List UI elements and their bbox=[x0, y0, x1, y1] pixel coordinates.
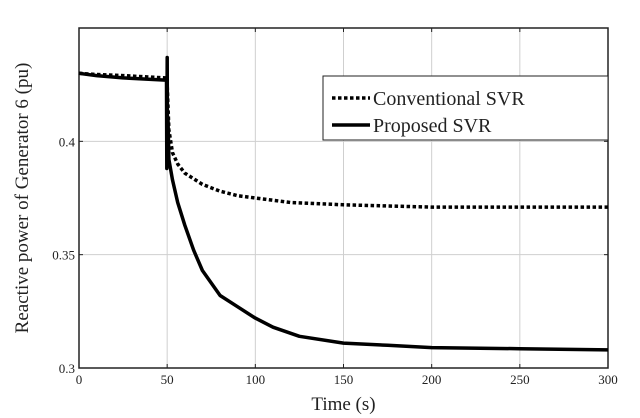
x-tick-label: 50 bbox=[161, 372, 174, 387]
x-axis-label: Time (s) bbox=[311, 394, 375, 415]
x-tick-label: 150 bbox=[334, 372, 354, 387]
x-tick-label: 300 bbox=[598, 372, 618, 387]
x-tick-label: 200 bbox=[422, 372, 442, 387]
x-tick-label: 100 bbox=[246, 372, 266, 387]
y-tick-label: 0.3 bbox=[59, 361, 75, 376]
y-axis-label: Reactive power of Generator 6 (pu) bbox=[12, 63, 33, 334]
y-tick-label: 0.35 bbox=[52, 248, 75, 263]
y-tick-label: 0.4 bbox=[59, 134, 76, 149]
series-line-proposed-svr bbox=[78, 55, 609, 352]
x-tick-label: 0 bbox=[76, 372, 83, 387]
legend-label: Conventional SVR bbox=[373, 88, 525, 110]
legend-box bbox=[322, 75, 609, 141]
x-tick-label: 250 bbox=[510, 372, 530, 387]
legend-label: Proposed SVR bbox=[373, 115, 492, 137]
